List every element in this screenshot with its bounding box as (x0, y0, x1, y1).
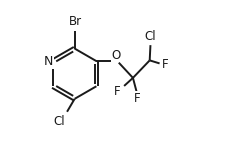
Text: Cl: Cl (53, 115, 65, 128)
Text: N: N (44, 55, 53, 68)
Text: F: F (113, 85, 120, 98)
Text: F: F (162, 58, 168, 71)
Text: Br: Br (68, 16, 82, 28)
Text: O: O (111, 49, 120, 62)
Text: Cl: Cl (144, 30, 155, 43)
Text: F: F (133, 92, 139, 105)
